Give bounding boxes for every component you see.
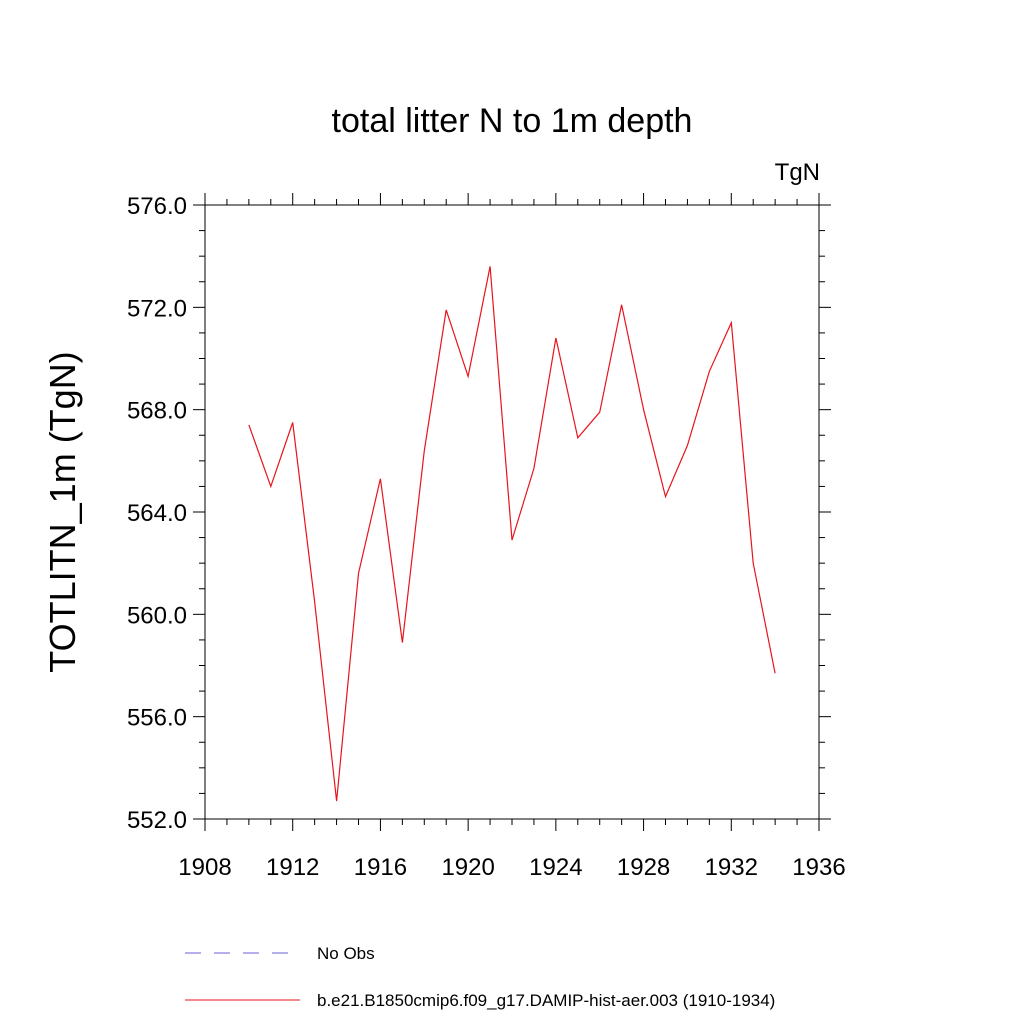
x-tick-label: 1912 bbox=[266, 854, 319, 881]
y-tick-label: 556.0 bbox=[127, 705, 187, 732]
y-tick-label: 572.0 bbox=[127, 295, 187, 322]
y-tick-label: 564.0 bbox=[127, 500, 187, 527]
series-layer bbox=[248, 266, 776, 802]
y-tick-label: 560.0 bbox=[127, 602, 187, 629]
y-axis-label: TOTLITN_1m (TgN) bbox=[42, 351, 83, 672]
legend-label: b.e21.B1850cmip6.f09_g17.DAMIP-hist-aer.… bbox=[317, 991, 775, 1010]
legend: No Obs b.e21.B1850cmip6.f09_g17.DAMIP-his… bbox=[185, 944, 775, 1010]
units-label: TgN bbox=[775, 159, 820, 186]
series-line bbox=[248, 266, 776, 802]
x-tick-label: 1908 bbox=[178, 854, 231, 881]
x-tick-label: 1924 bbox=[529, 854, 582, 881]
x-tick-label: 1928 bbox=[617, 854, 670, 881]
legend-label: No Obs bbox=[317, 944, 375, 963]
y-tick-label: 552.0 bbox=[127, 807, 187, 834]
y-tick-label: 568.0 bbox=[127, 398, 187, 425]
x-tick-label: 1936 bbox=[792, 854, 845, 881]
x-tick-label: 1920 bbox=[441, 854, 494, 881]
y-tick-label: 576.0 bbox=[127, 193, 187, 220]
x-tick-label: 1932 bbox=[705, 854, 758, 881]
chart-title: total litter N to 1m depth bbox=[332, 102, 693, 140]
axes: 1908 1912 1916 1920 1924 1928 1932 1936 552.0 556… bbox=[127, 193, 846, 881]
plot-frame bbox=[204, 204, 820, 820]
x-tick-label: 1916 bbox=[354, 854, 407, 881]
